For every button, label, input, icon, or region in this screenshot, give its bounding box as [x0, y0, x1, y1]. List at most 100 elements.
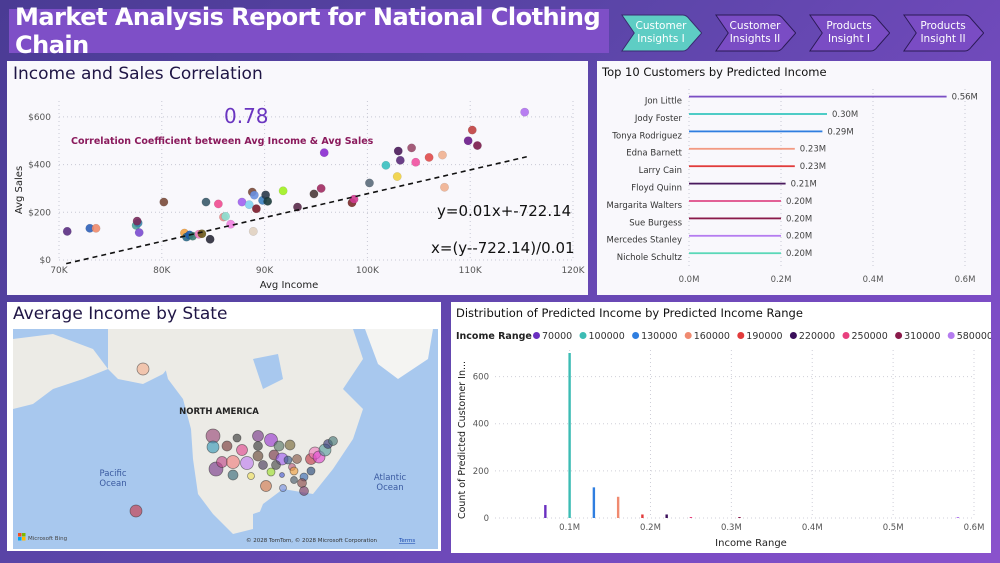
nav-products-insight-2[interactable]: Products Insight II	[902, 13, 984, 53]
legend-item-label[interactable]: 580000	[957, 331, 991, 342]
scatter-point[interactable]	[365, 178, 374, 188]
scatter-point[interactable]	[278, 186, 288, 196]
scatter-point[interactable]	[62, 226, 72, 236]
state-income-bubble[interactable]	[221, 440, 233, 452]
state-income-bubble[interactable]	[279, 484, 287, 492]
scatter-point[interactable]	[159, 197, 169, 207]
customer-income-bar[interactable]	[689, 182, 786, 185]
scatter-point[interactable]	[263, 196, 273, 206]
state-income-bubble[interactable]	[206, 440, 220, 454]
scatter-point[interactable]	[316, 184, 326, 193]
nav-products-insight-1[interactable]: Products Insight I	[808, 13, 890, 53]
scatter-point[interactable]	[381, 160, 391, 170]
state-income-bubble[interactable]	[290, 476, 298, 484]
state-income-bubble[interactable]	[299, 486, 309, 496]
state-income-bubble[interactable]	[247, 472, 255, 480]
customer-income-bar[interactable]	[689, 165, 795, 168]
income-range-bar[interactable]	[544, 505, 547, 518]
scatter-point[interactable]	[437, 150, 447, 160]
income-range-bar[interactable]	[568, 353, 571, 518]
legend-item-label[interactable]: 250000	[852, 331, 888, 342]
scatter-point[interactable]	[411, 157, 421, 167]
bar-data-label: 0.20M	[786, 197, 812, 207]
scatter-point[interactable]	[407, 143, 417, 153]
state-income-bubble[interactable]	[129, 504, 143, 518]
customer-income-bar[interactable]	[689, 130, 823, 133]
state-income-bubble[interactable]	[271, 460, 281, 470]
scatter-point[interactable]	[424, 153, 434, 162]
legend-item-label[interactable]: 220000	[799, 331, 835, 342]
terms-link[interactable]: Terms	[398, 538, 415, 544]
state-income-bubble[interactable]	[226, 455, 240, 469]
state-income-bubble[interactable]	[297, 478, 307, 488]
scatter-point[interactable]	[392, 172, 402, 181]
scatter-point[interactable]	[467, 125, 477, 135]
scatter-point[interactable]	[244, 200, 254, 210]
nav-customer-insights-1[interactable]: Customer Insights I	[620, 13, 702, 53]
scatter-point[interactable]	[393, 146, 403, 156]
legend-item-label[interactable]: 190000	[746, 331, 782, 342]
scatter-point[interactable]	[463, 136, 473, 146]
income-range-bar[interactable]	[616, 496, 620, 518]
legend-item-label[interactable]: 160000	[694, 331, 730, 342]
income-range-bar[interactable]	[641, 514, 644, 518]
scatter-point[interactable]	[132, 216, 142, 226]
customer-income-bar[interactable]	[689, 217, 781, 220]
legend-item-label[interactable]: 70000	[542, 331, 572, 342]
income-range-bar[interactable]	[689, 517, 693, 518]
state-income-bubble[interactable]	[240, 456, 254, 470]
scatter-point[interactable]	[201, 197, 211, 207]
scatter-point[interactable]	[205, 234, 215, 244]
scatter-point[interactable]	[440, 182, 449, 192]
scatter-point[interactable]	[293, 202, 302, 212]
state-income-bubble[interactable]	[292, 454, 302, 464]
scatter-point[interactable]	[309, 189, 319, 199]
state-income-bubble[interactable]	[279, 472, 285, 478]
state-income-bubble[interactable]	[284, 439, 296, 451]
customer-income-bar[interactable]	[689, 234, 781, 237]
legend-item-label[interactable]: 310000	[904, 331, 940, 342]
scatter-point[interactable]	[472, 141, 482, 150]
scatter-point[interactable]	[221, 211, 230, 221]
income-range-bar[interactable]	[956, 517, 960, 518]
scatter-point[interactable]	[520, 107, 530, 117]
state-income-bubble[interactable]	[273, 440, 285, 452]
state-income-bubble[interactable]	[216, 456, 228, 468]
state-income-bubble[interactable]	[252, 450, 264, 462]
scatter-point[interactable]	[248, 226, 258, 236]
state-income-bubble[interactable]	[266, 467, 276, 477]
map-canvas[interactable]: NORTH AMERICA Pacific Ocean Atlantic Oce…	[13, 329, 438, 549]
state-income-bubble[interactable]	[283, 455, 293, 465]
state-income-bubble[interactable]	[289, 466, 299, 476]
customer-income-bar[interactable]	[689, 200, 781, 202]
income-range-bar[interactable]	[738, 517, 741, 518]
state-income-bubble[interactable]	[253, 441, 263, 451]
customer-income-bar[interactable]	[689, 252, 781, 255]
scatter-point[interactable]	[91, 223, 101, 233]
scatter-point[interactable]	[134, 228, 144, 238]
scatter-point[interactable]	[213, 199, 223, 209]
legend-item-label[interactable]: 100000	[589, 331, 625, 342]
nav-customer-insights-2[interactable]: Customer Insights II	[714, 13, 796, 53]
income-range-bar[interactable]	[665, 514, 668, 518]
scatter-point[interactable]	[197, 229, 207, 239]
state-income-bubble[interactable]	[136, 362, 150, 376]
state-income-bubble[interactable]	[236, 444, 248, 456]
customer-income-bar[interactable]	[689, 147, 795, 150]
state-income-bubble[interactable]	[252, 430, 264, 442]
state-income-bubble[interactable]	[258, 460, 268, 470]
customer-income-bar[interactable]	[689, 113, 827, 115]
legend-item-label[interactable]: 130000	[641, 331, 677, 342]
customer-income-bar[interactable]	[689, 95, 947, 98]
state-income-bubble[interactable]	[264, 433, 278, 447]
income-range-bar[interactable]	[592, 487, 596, 518]
state-income-bubble[interactable]	[328, 436, 338, 446]
state-income-bubble[interactable]	[306, 466, 316, 476]
state-income-bubble[interactable]	[232, 433, 242, 443]
scatter-point[interactable]	[251, 204, 261, 214]
scatter-point[interactable]	[395, 155, 405, 165]
state-income-bubble[interactable]	[260, 480, 272, 492]
scatter-point[interactable]	[249, 190, 259, 200]
state-income-bubble[interactable]	[227, 469, 239, 481]
scatter-point[interactable]	[319, 148, 329, 158]
